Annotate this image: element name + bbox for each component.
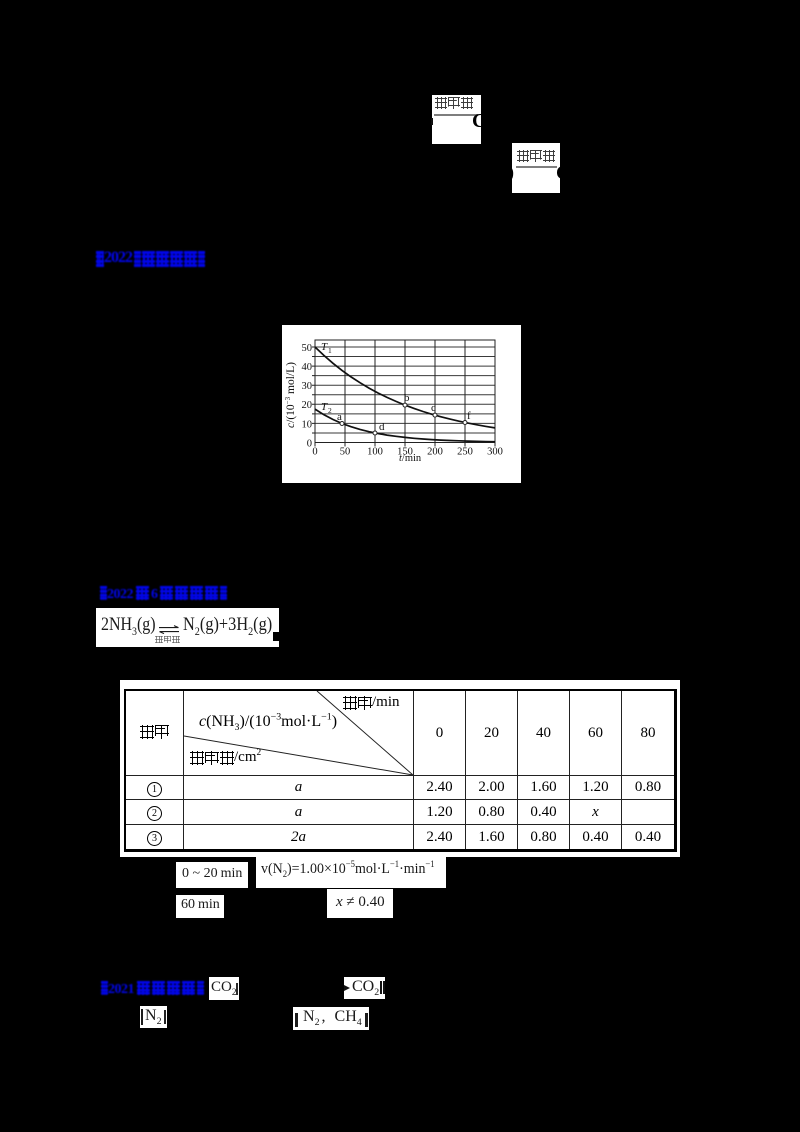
svg-text:c/(10−3 mol/L): c/(10−3 mol/L) <box>284 362 297 428</box>
svg-text:200: 200 <box>427 447 443 458</box>
svg-text:50: 50 <box>302 343 313 354</box>
svg-text:f: f <box>467 410 471 422</box>
svg-text:2: 2 <box>328 406 332 415</box>
svg-text:50: 50 <box>340 447 351 458</box>
svg-text:b: b <box>404 392 410 404</box>
svg-text:c: c <box>431 402 436 414</box>
svg-text:100: 100 <box>367 447 383 458</box>
svg-text:T: T <box>321 401 328 413</box>
svg-text:T: T <box>321 341 328 353</box>
svg-text:t/min: t/min <box>399 453 422 464</box>
svg-text:0: 0 <box>312 447 317 458</box>
svg-text:40: 40 <box>302 362 313 373</box>
svg-text:30: 30 <box>302 381 313 392</box>
svg-text:1: 1 <box>328 346 332 355</box>
svg-text:d: d <box>379 421 385 433</box>
svg-text:150: 150 <box>397 447 413 458</box>
svg-text:0: 0 <box>307 439 312 450</box>
svg-text:a: a <box>337 411 342 423</box>
svg-text:300: 300 <box>487 447 503 458</box>
svg-text:250: 250 <box>457 447 473 458</box>
svg-text:10: 10 <box>302 419 313 430</box>
svg-text:20: 20 <box>302 400 313 411</box>
